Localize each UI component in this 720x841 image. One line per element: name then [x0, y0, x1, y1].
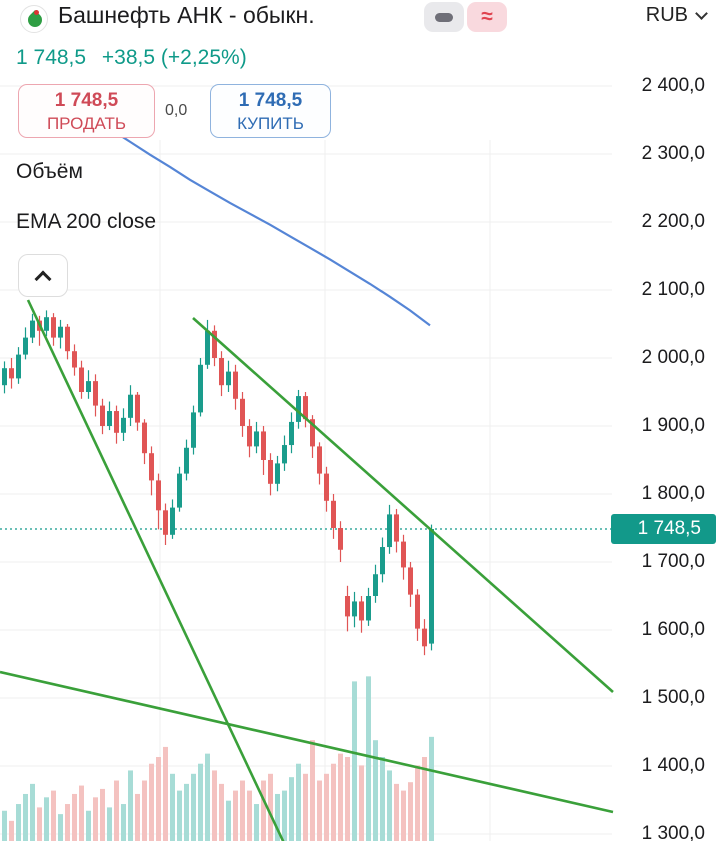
collapse-button[interactable] [18, 254, 68, 297]
price-axis-label: 1 500,0 [641, 687, 705, 708]
price-axis-label: 2 300,0 [641, 143, 705, 164]
currency-selector[interactable]: RUB [645, 4, 708, 27]
price-axis-label: 2 400,0 [641, 75, 705, 96]
line-style-button[interactable]: ≈ [467, 2, 507, 32]
sell-button[interactable]: 1 748,5 ПРОДАТЬ [18, 84, 155, 138]
buy-price: 1 748,5 [238, 90, 303, 111]
price-axis: 2 400,0 2 300,0 2 200,0 2 100,0 2 000,0 1 900… [612, 0, 720, 841]
price-axis-label: 1 300,0 [641, 823, 705, 841]
chevron-up-icon [34, 270, 52, 287]
ema-indicator-label[interactable]: EMA 200 close [16, 210, 157, 233]
price-axis-label: 1 400,0 [641, 755, 705, 776]
page-title: Башнефть АНК - обыкн. [58, 2, 315, 28]
last-price-badge: 1 748,5 [611, 514, 716, 545]
price-axis-label: 1 900,0 [641, 415, 705, 436]
sell-price: 1 748,5 [54, 90, 119, 111]
buy-label: КУПИТЬ [237, 114, 304, 133]
price-axis-label: 1 700,0 [641, 551, 705, 572]
price-axis-label: 2 100,0 [641, 279, 705, 300]
volume-indicator-label[interactable]: Объём [16, 160, 83, 183]
bar-style-icon [435, 12, 453, 22]
instrument-logo [20, 5, 48, 33]
price-axis-label: 1 800,0 [641, 483, 705, 504]
buy-button[interactable]: 1 748,5 КУПИТЬ [210, 84, 331, 138]
price-change: +38,5 (+2,25%) [101, 46, 247, 69]
spread-value: 0,0 [165, 102, 188, 119]
price-axis-label: 2 000,0 [641, 347, 705, 368]
chart-style-toggle: ≈ [424, 2, 507, 32]
sell-label: ПРОДАТЬ [46, 114, 127, 133]
logo-dot-icon [34, 10, 39, 15]
last-price: 1 748,5 [16, 46, 87, 69]
wave-icon: ≈ [481, 5, 493, 28]
currency-label: RUB [645, 4, 688, 26]
price-axis-label: 2 200,0 [641, 211, 705, 232]
price-summary: 1 748,5 +38,5 (+2,25%) [16, 46, 247, 70]
candle-style-button[interactable] [424, 2, 464, 32]
price-axis-label: 1 600,0 [641, 619, 705, 640]
